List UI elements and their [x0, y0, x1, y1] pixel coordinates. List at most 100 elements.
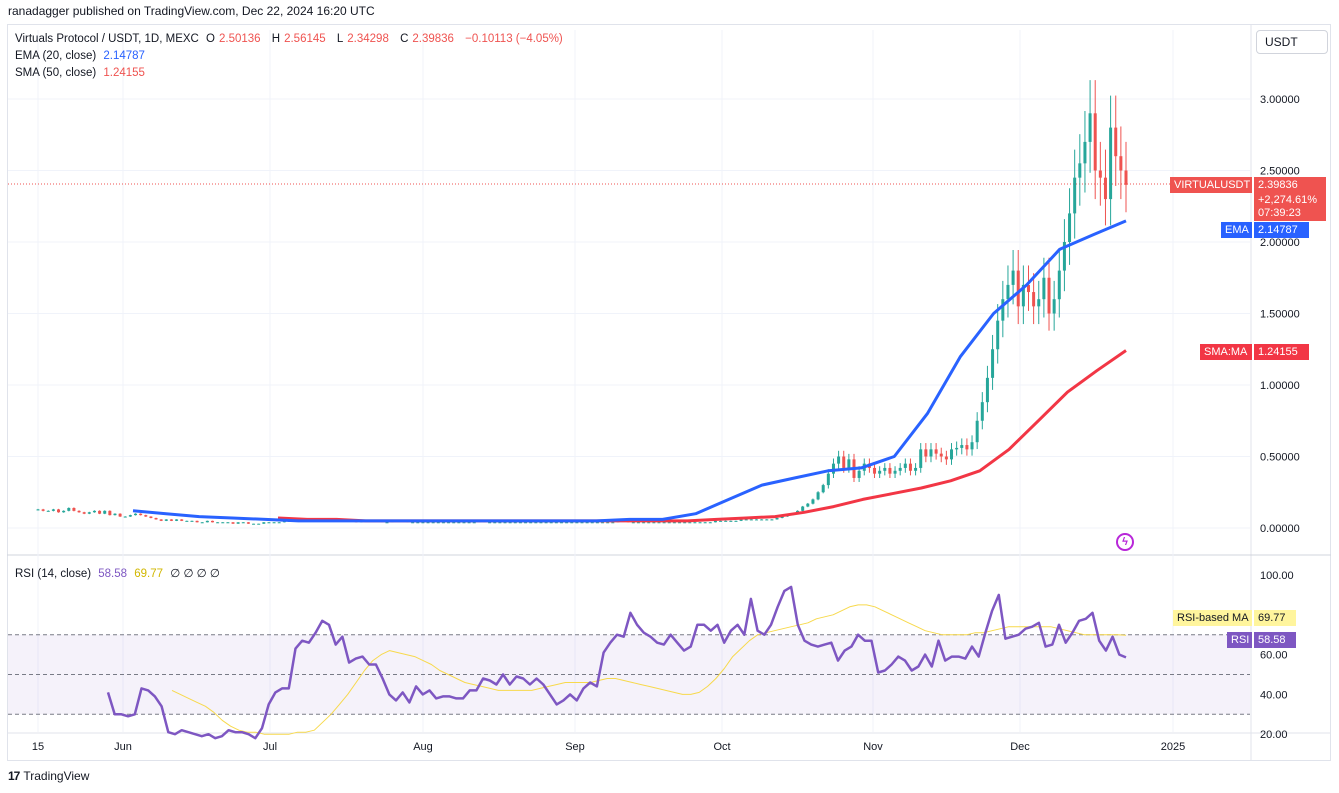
candle-body — [934, 449, 938, 454]
candle-body — [518, 522, 522, 524]
legend-sma-row[interactable]: SMA (50, close) 1.24155 — [15, 67, 149, 79]
candle-body — [985, 377, 989, 403]
legend-rsi-row[interactable]: RSI (14, close) 58.58 69.77 ∅ ∅ ∅ ∅ — [15, 566, 224, 580]
candle-body — [457, 522, 461, 524]
ema-tag: EMA — [1221, 222, 1252, 238]
rsi-tag: RSI — [1227, 632, 1252, 648]
candle-body — [226, 522, 230, 524]
candle-body — [811, 499, 815, 504]
time-tick-label: Oct — [713, 741, 730, 753]
rsi-tick-label: 100.00 — [1260, 570, 1294, 582]
candle-body — [1088, 113, 1092, 142]
candle-body — [636, 522, 640, 524]
candle-body — [185, 520, 189, 522]
candle-body — [488, 522, 492, 524]
candle-body — [559, 522, 563, 524]
sma-tag: SMA:MA — [1200, 344, 1252, 360]
legend-sma-label: SMA (50, close) — [15, 67, 97, 79]
candle-body — [205, 520, 209, 523]
legend-symbol[interactable]: Virtuals Protocol / USDT, 1D, MEXC — [15, 33, 199, 45]
candle-body — [1078, 163, 1082, 178]
candle-body — [128, 515, 132, 517]
candle-body — [1124, 170, 1128, 185]
candle-body — [411, 522, 415, 524]
candle-body — [1032, 292, 1036, 307]
candle-body — [252, 523, 256, 525]
candle-body — [1042, 277, 1046, 300]
candle-body — [462, 522, 466, 524]
candle-body — [1119, 156, 1123, 171]
candle-body — [1109, 127, 1113, 200]
legend-o-label: O — [206, 33, 215, 45]
candle-body — [82, 512, 86, 514]
bolt-icon[interactable]: ϟ — [1116, 533, 1134, 551]
legend-symbol-row: Virtuals Protocol / USDT, 1D, MEXC O 2.50… — [15, 33, 567, 45]
sma-value-tag: 1.24155 — [1254, 344, 1309, 360]
candle-body — [1093, 113, 1097, 171]
candle-body — [216, 522, 220, 524]
price-tick-label: 3.00000 — [1260, 94, 1300, 106]
candle-body — [149, 516, 153, 518]
candle-body — [118, 513, 122, 517]
candle-body — [467, 522, 471, 524]
legend-ema-row[interactable]: EMA (20, close) 2.14787 — [15, 50, 149, 62]
change-pct-tag: +2,274.61% — [1254, 192, 1326, 208]
candle-body — [416, 522, 420, 524]
candle-body — [903, 463, 907, 468]
rsi-value-tag: 58.58 — [1254, 632, 1296, 648]
price-tick-label: 0.50000 — [1260, 452, 1300, 464]
time-tick-label: Dec — [1010, 741, 1030, 753]
tradingview-mark-icon: 17 — [8, 769, 20, 783]
candle-body — [200, 522, 204, 524]
candle-body — [657, 522, 661, 524]
time-tick-label: Sep — [565, 741, 585, 753]
candle-body — [724, 520, 728, 522]
candle-body — [1006, 284, 1010, 300]
candle-body — [672, 522, 676, 524]
price-tick-label: 0.00000 — [1260, 523, 1300, 535]
candle-body — [1114, 127, 1118, 157]
candle-body — [950, 449, 954, 460]
candle-body — [754, 519, 758, 521]
candle-body — [570, 522, 574, 524]
candle-body — [1057, 270, 1061, 300]
candle-body — [1073, 177, 1077, 214]
candle-body — [601, 522, 605, 524]
candle-body — [960, 445, 964, 448]
countdown-tag: 07:39:23 — [1254, 207, 1326, 221]
legend-low: 2.34298 — [347, 33, 389, 45]
candle-body — [87, 512, 91, 514]
legend-sma-value: 1.24155 — [103, 67, 145, 79]
candle-body — [703, 522, 707, 524]
candle-body — [1016, 270, 1020, 307]
candle-body — [549, 522, 553, 524]
candle-body — [775, 517, 779, 520]
candle-body — [544, 522, 548, 524]
candle-body — [195, 520, 199, 523]
candle-body — [257, 523, 261, 525]
sma-line — [277, 349, 1127, 523]
candle-body — [554, 522, 558, 524]
candle-body — [67, 507, 71, 511]
legend-rsi-ma-value: 69.77 — [134, 568, 164, 580]
candle-body — [693, 522, 697, 524]
currency-button[interactable]: USDT — [1256, 30, 1328, 54]
candle-body — [944, 456, 948, 460]
tradingview-logo[interactable]: 17 TradingView — [8, 769, 89, 783]
candle-body — [41, 509, 45, 511]
candle-body — [991, 349, 995, 378]
time-tick-label: 15 — [32, 741, 44, 753]
candle-body — [765, 519, 769, 521]
legend-rsi-extra: ∅ ∅ ∅ ∅ — [170, 568, 220, 580]
candle-body — [267, 522, 271, 524]
candle-body — [914, 467, 918, 471]
publish-caption: ranadagger published on TradingView.com,… — [8, 4, 375, 18]
candle-body — [98, 510, 102, 514]
candle-body — [1098, 170, 1102, 178]
candle-body — [46, 510, 50, 512]
time-tick-label: Jun — [114, 741, 132, 753]
time-tick-label: Aug — [413, 741, 433, 753]
candle-body — [508, 522, 512, 524]
candle-body — [595, 522, 599, 524]
